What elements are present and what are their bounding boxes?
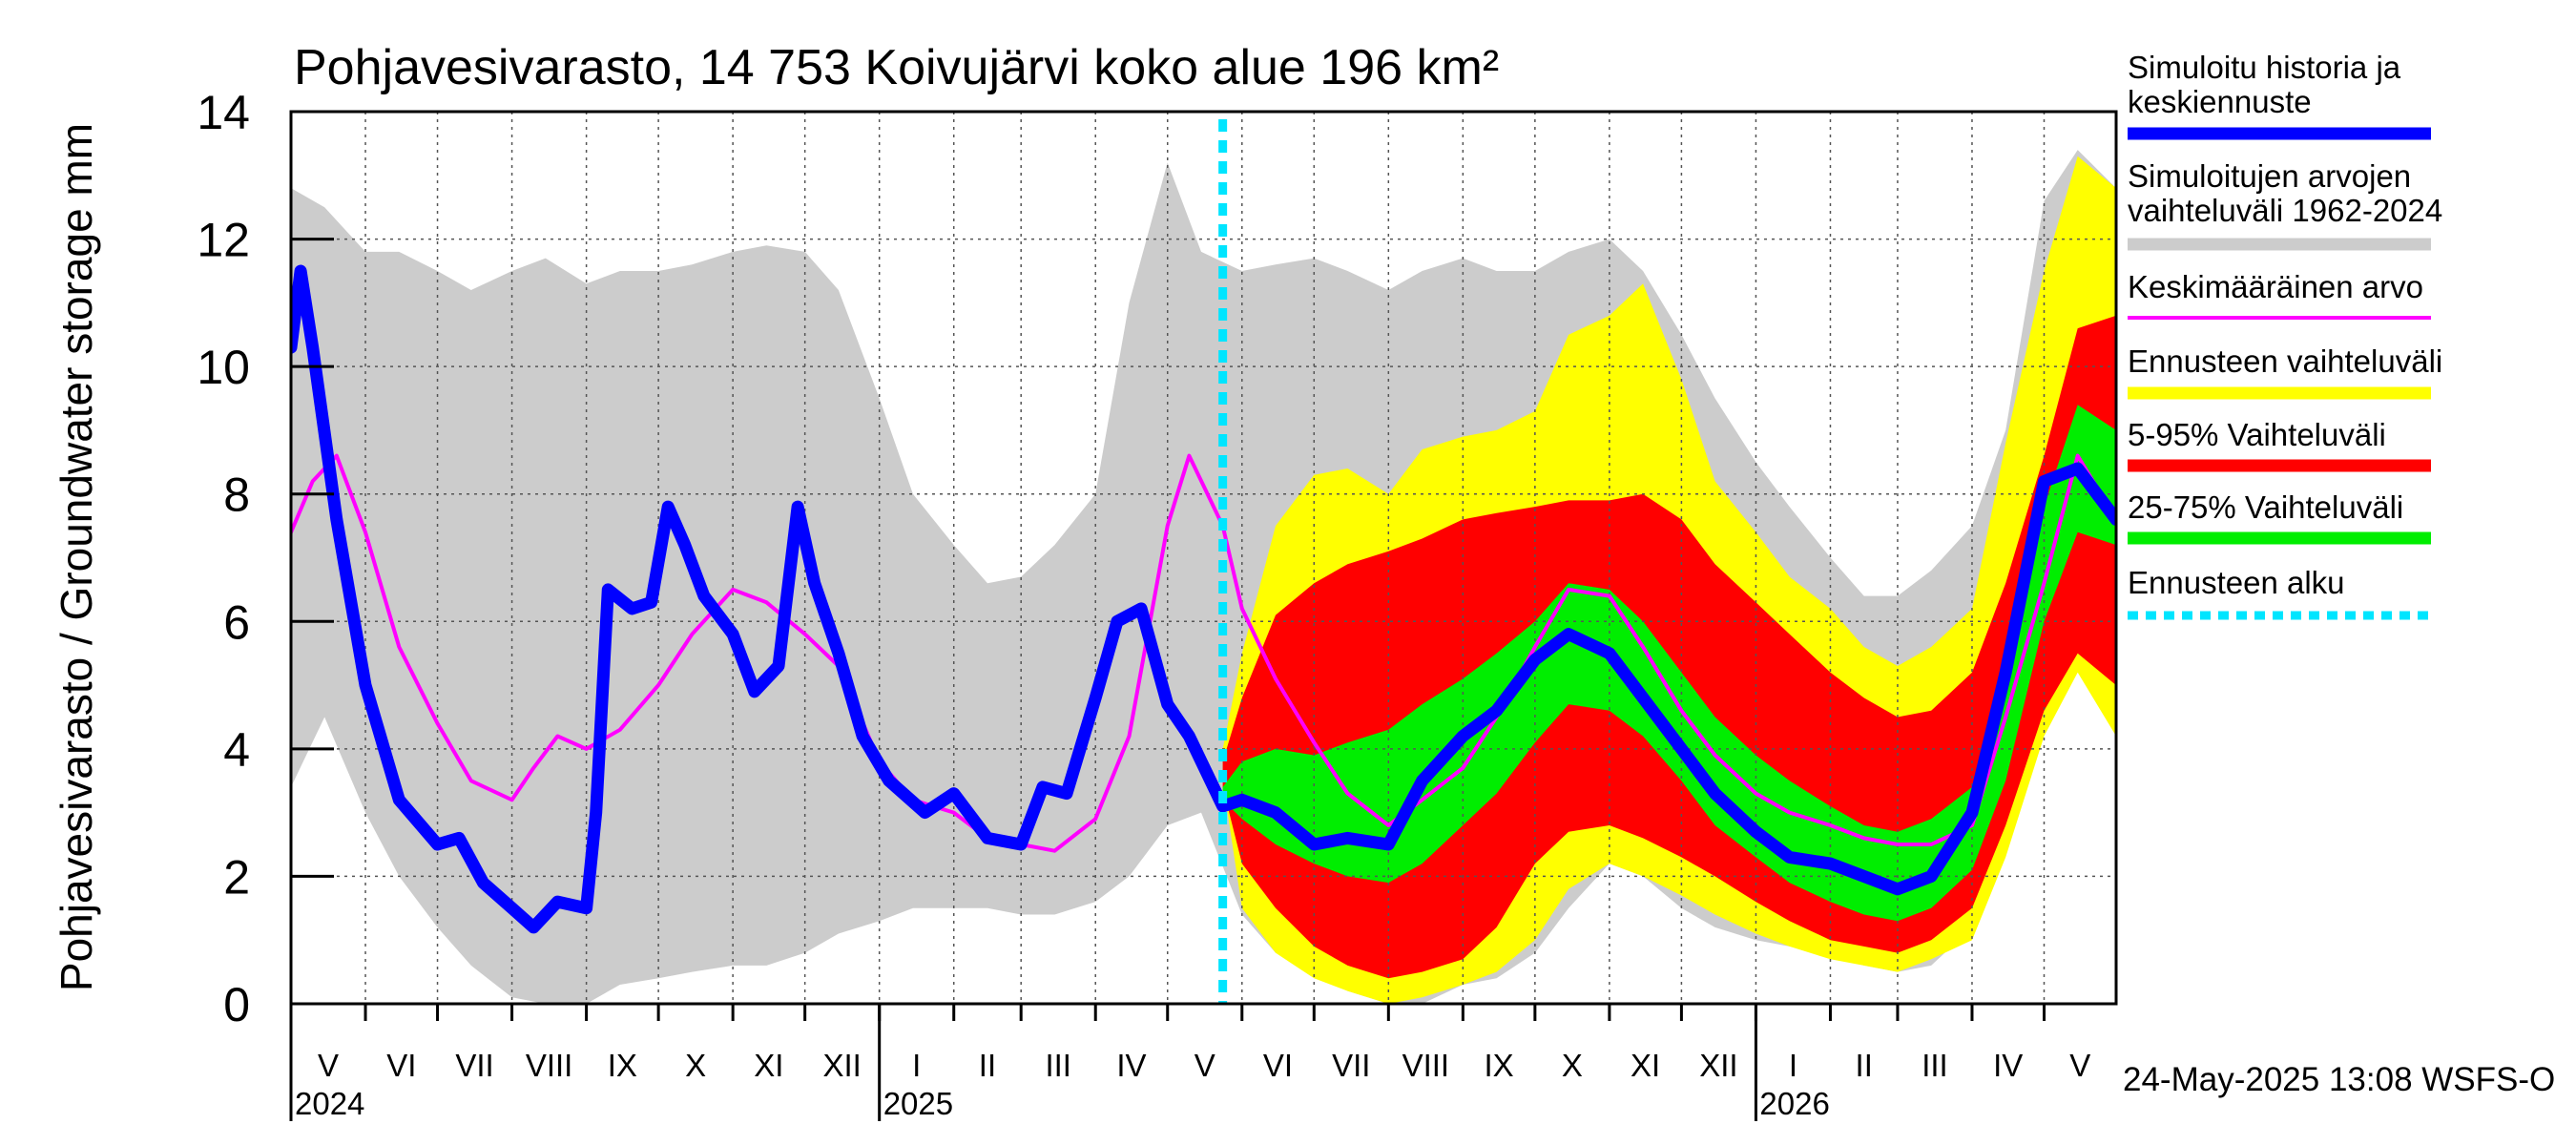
x-month-label: I	[1789, 1048, 1797, 1083]
grid-lines	[291, 112, 2116, 1004]
line-keskim-r-inen-arvo	[291, 453, 2116, 853]
legend-item-ennusteen-alku: Ennusteen alku	[2128, 565, 2431, 620]
x-month-label: X	[685, 1048, 706, 1083]
y-tick-label: 12	[197, 214, 250, 267]
legend-item-keskim-r-inen-arvo: Keskimääräinen arvo	[2128, 269, 2431, 320]
x-month-label: XII	[1699, 1048, 1737, 1083]
x-year-label: 2025	[883, 1086, 953, 1121]
x-month-label: IV	[1993, 1048, 2023, 1083]
legend-label: vaihteluväli 1962-2024	[2128, 193, 2442, 228]
legend-label: keskiennuste	[2128, 84, 2312, 119]
x-month-label: VII	[1332, 1048, 1370, 1083]
x-month-label: II	[979, 1048, 996, 1083]
x-month-label: V	[2069, 1048, 2090, 1083]
legend-item-25-75-vaihteluv-li: 25-75% Vaihteluväli	[2128, 489, 2431, 545]
legend-label: 25-75% Vaihteluväli	[2128, 489, 2403, 525]
x-month-label: XI	[1631, 1048, 1660, 1083]
x-month-label: IV	[1116, 1048, 1146, 1083]
x-month-label: VIII	[526, 1048, 573, 1083]
x-month-label: VIII	[1402, 1048, 1450, 1083]
band-25-75-vaihteluv-li	[1222, 405, 2116, 922]
x-month-label: XI	[754, 1048, 783, 1083]
legend-item-ennusteen-vaihteluv-li: Ennusteen vaihteluväli	[2128, 344, 2442, 400]
x-axis: V VI VII VIII IX X XI XII I II III IV V VI VII VIII IX X X…	[289, 1004, 2090, 1121]
band-layer	[291, 150, 2116, 1004]
x-month-label: I	[912, 1048, 921, 1083]
chart-title: Pohjavesivarasto, 14 753 Koivujärvi koko…	[294, 40, 1499, 95]
line-layer	[291, 264, 2116, 934]
x-year-label: 2026	[1759, 1086, 1829, 1121]
y-axis: 0 2 4 6 8 10 12 14	[197, 86, 334, 1031]
x-month-label: VI	[1263, 1048, 1293, 1083]
x-year-label: 2024	[295, 1086, 364, 1121]
plot-frame	[289, 110, 2118, 1006]
y-tick-label: 8	[223, 468, 250, 522]
line-simuloitu-historia-ja-keskiennuste	[291, 264, 2116, 934]
y-tick-label: 14	[197, 86, 250, 139]
y-tick-label: 0	[223, 978, 250, 1031]
legend-label: 5-95% Vaihteluväli	[2128, 417, 2386, 452]
x-month-label: V	[318, 1048, 339, 1083]
y-tick-label: 2	[223, 850, 250, 904]
x-month-label: II	[1856, 1048, 1873, 1083]
x-month-label: VII	[455, 1048, 493, 1083]
legend-label: Simuloitujen arvojen	[2128, 158, 2411, 194]
x-month-label: X	[1562, 1048, 1583, 1083]
legend: Simuloitu historia jakeskiennusteSimuloi…	[2128, 50, 2442, 620]
y-tick-label: 4	[223, 723, 250, 777]
legend-label: Simuloitu historia ja	[2128, 50, 2401, 85]
x-month-label: IX	[608, 1048, 637, 1083]
y-tick-label: 6	[223, 595, 250, 649]
legend-label: Ennusteen alku	[2128, 565, 2345, 600]
legend-label: Keskimääräinen arvo	[2128, 269, 2423, 304]
footer-timestamp: 24-May-2025 13:08 WSFS-O	[2123, 1061, 2555, 1098]
y-axis-label: Pohjavesivarasto / Groundwater storage m…	[52, 123, 101, 991]
legend-item-5-95-vaihteluv-li: 5-95% Vaihteluväli	[2128, 417, 2431, 472]
x-month-label: V	[1195, 1048, 1215, 1083]
x-month-label: VI	[386, 1048, 416, 1083]
x-month-label: XII	[822, 1048, 861, 1083]
x-month-label: IX	[1485, 1048, 1514, 1083]
legend-label: Ennusteen vaihteluväli	[2128, 344, 2442, 379]
x-month-label: III	[1045, 1048, 1071, 1083]
y-tick-label: 10	[197, 341, 250, 394]
x-month-label: III	[1922, 1048, 1948, 1083]
